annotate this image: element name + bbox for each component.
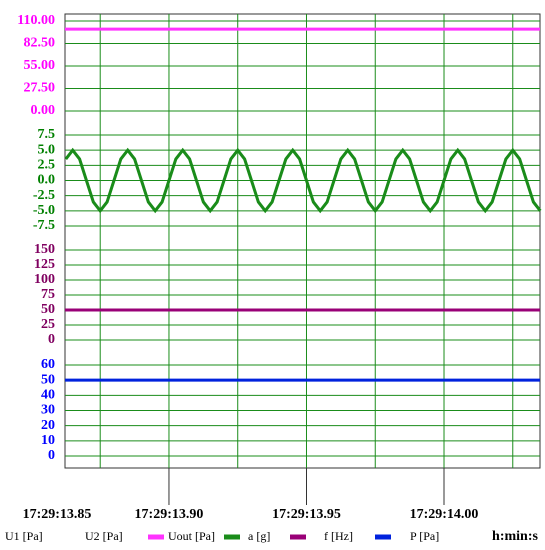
y-tick-label: 82.50 <box>24 36 56 51</box>
y-tick-label: 25 <box>41 317 55 332</box>
y-tick-label: 75 <box>41 287 55 302</box>
y-tick-label: 50 <box>41 372 55 387</box>
y-tick-label: 55.00 <box>24 58 56 73</box>
legend-label: a [g] <box>248 529 270 543</box>
y-tick-label: 20 <box>41 418 55 433</box>
y-tick-label: 2.5 <box>38 158 56 173</box>
x-tick-label: 17:29:13.90 <box>135 507 204 522</box>
series-line <box>64 147 542 214</box>
y-tick-label: 50 <box>41 302 55 317</box>
y-tick-label: 7.5 <box>38 127 56 142</box>
plot-frame <box>64 13 541 469</box>
y-tick-label: 100 <box>34 272 55 287</box>
y-tick-label: 10 <box>41 433 55 448</box>
y-tick-label: 0.00 <box>31 103 56 118</box>
y-tick-label: 0.0 <box>38 173 56 188</box>
y-tick-label: -5.0 <box>33 203 55 218</box>
y-tick-label: 150 <box>34 242 55 257</box>
y-tick-label: 0 <box>48 332 55 347</box>
legend-label: U2 [Pa] <box>85 529 123 543</box>
y-tick-label: 0 <box>48 448 55 463</box>
y-tick-label: 110.00 <box>17 13 55 28</box>
y-tick-label: 27.50 <box>24 81 56 96</box>
legend-label: f [Hz] <box>324 529 353 543</box>
x-tick-label: 17:29:14.00 <box>410 507 479 522</box>
legend-label: P [Pa] <box>410 529 439 543</box>
y-tick-label: -7.5 <box>33 218 55 233</box>
legend-label: U1 [Pa] <box>5 529 43 543</box>
y-tick-label: -2.5 <box>33 188 55 203</box>
x-tick-label: 17:29:13.85 <box>23 507 92 522</box>
x-tick-label: 17:29:13.95 <box>272 507 341 522</box>
x-unit: h:min:s <box>492 529 538 544</box>
y-tick-label: 5.0 <box>38 142 56 157</box>
legend-label: Uout [Pa] <box>168 529 215 543</box>
y-tick-label: 125 <box>34 257 55 272</box>
y-tick-label: 60 <box>41 357 55 372</box>
y-tick-label: 40 <box>41 388 55 403</box>
y-tick-label: 30 <box>41 403 55 418</box>
